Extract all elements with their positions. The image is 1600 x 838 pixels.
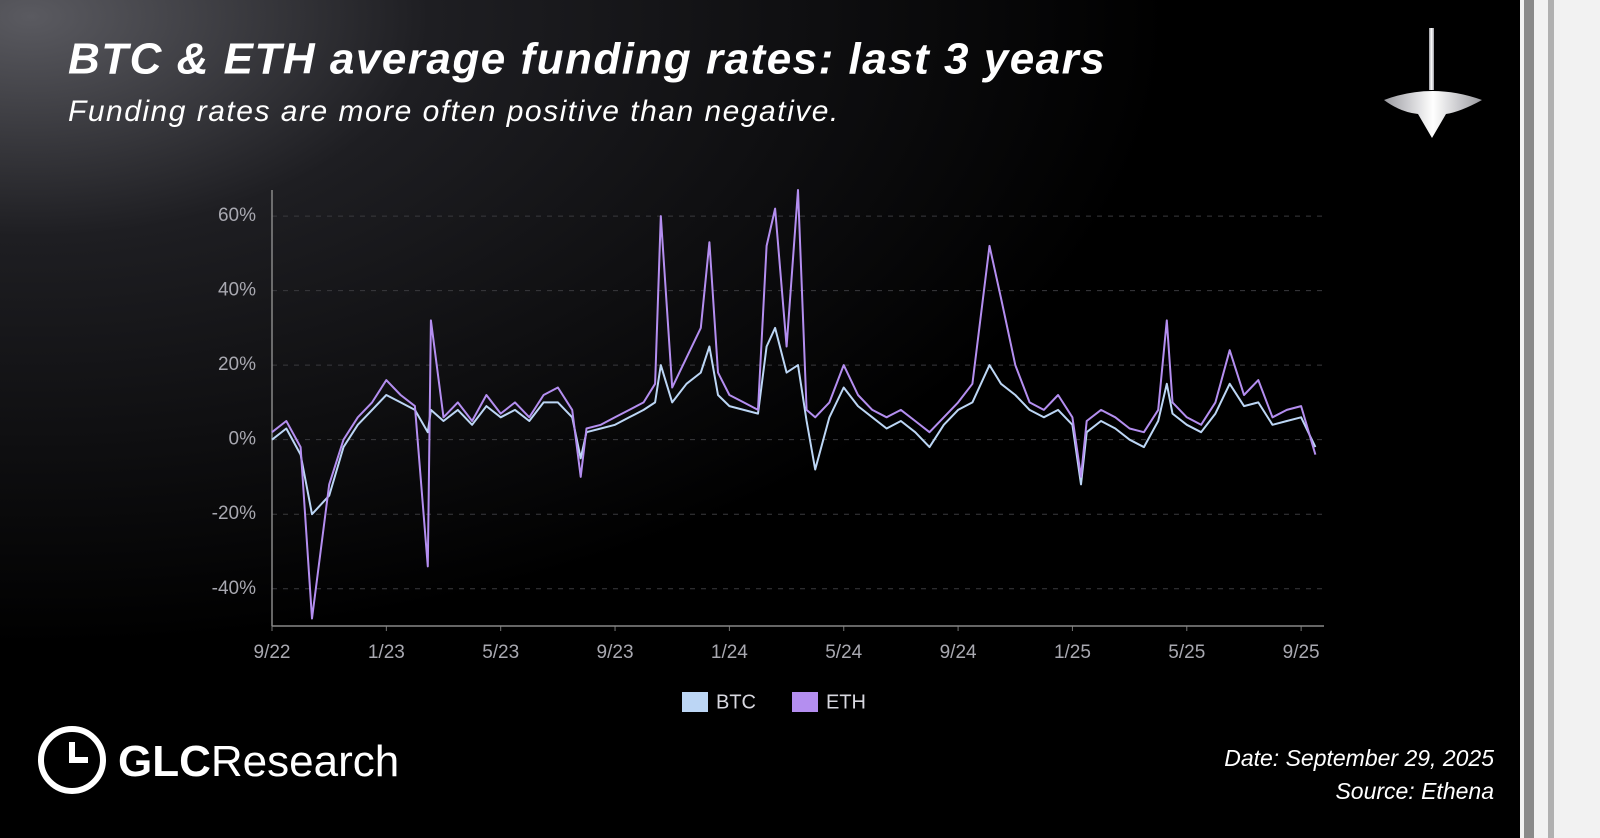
brand-icon xyxy=(69,742,88,763)
x-tick-label: 9/24 xyxy=(940,642,977,663)
chart-title: BTC & ETH average funding rates: last 3 … xyxy=(68,35,1106,84)
legend: BTC ETH xyxy=(682,691,866,713)
x-tick-label: 5/23 xyxy=(482,642,519,663)
footer-date: Date: September 29, 2025 xyxy=(1224,745,1494,771)
x-tick-label: 5/25 xyxy=(1168,642,1205,663)
brand-name: GLC xyxy=(118,737,211,786)
edge-bar xyxy=(1548,0,1554,838)
legend-swatch xyxy=(792,692,818,712)
x-tick-label: 1/23 xyxy=(368,642,405,663)
brand-suffix: Research xyxy=(211,737,399,786)
x-tick-label: 9/23 xyxy=(597,642,634,663)
x-tick-label: 1/24 xyxy=(711,642,748,663)
brand: GLCResearch xyxy=(38,726,399,794)
y-tick-label: 40% xyxy=(218,280,256,301)
x-tick-label: 1/25 xyxy=(1054,642,1091,663)
edge-bar xyxy=(1524,0,1534,838)
y-tick-label: 20% xyxy=(218,354,256,375)
brand-text: GLCResearch xyxy=(118,737,399,786)
series-line xyxy=(271,189,1317,620)
y-tick-label: 60% xyxy=(218,205,256,226)
x-tick-label: 9/25 xyxy=(1283,642,1320,663)
chart-subtitle: Funding rates are more often positive th… xyxy=(68,95,840,128)
legend-label: ETH xyxy=(826,691,866,713)
plot: -40% -20% 0% 20% 40% 60% 9/22 1/23 5/23 9/23 1/24 5… xyxy=(212,189,1324,663)
y-tick-label: -40% xyxy=(212,578,256,599)
legend-label: BTC xyxy=(716,691,756,713)
x-tick-label: 5/24 xyxy=(825,642,862,663)
legend-swatch xyxy=(682,692,708,712)
y-tick-label: -20% xyxy=(212,503,256,524)
background xyxy=(0,0,1520,838)
y-tick-label: 0% xyxy=(229,429,257,450)
series-line xyxy=(271,326,1317,516)
x-tick-label: 9/22 xyxy=(254,642,291,663)
brand-icon xyxy=(38,726,106,794)
footer-source: Source: Ethena xyxy=(1335,778,1494,804)
logo-top xyxy=(1384,28,1482,138)
